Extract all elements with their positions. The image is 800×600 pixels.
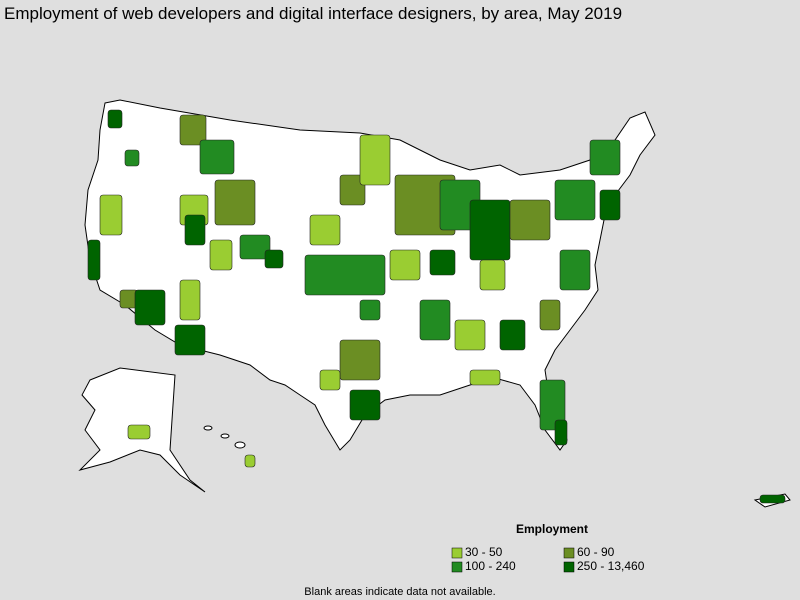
area: [339, 339, 381, 381]
area: [509, 199, 551, 241]
map-title: Employment of web developers and digital…: [4, 4, 622, 23]
legend-title: Employment: [516, 522, 588, 536]
area: [429, 249, 456, 276]
area: [589, 139, 621, 176]
legend-swatch: [563, 561, 575, 573]
legend: 30 - 50 60 - 90 100 - 240 250 - 13,460: [451, 545, 645, 573]
area: [209, 239, 233, 271]
area: [469, 199, 511, 261]
area: [599, 189, 621, 221]
area: [359, 134, 391, 186]
area: [539, 379, 566, 431]
legend-label: 60 - 90: [577, 545, 615, 559]
legend-swatch: [563, 547, 575, 559]
legend-label: 250 - 13,460: [577, 559, 645, 573]
area: [479, 259, 506, 291]
area: [349, 389, 381, 421]
area: [539, 299, 561, 331]
area: [319, 369, 341, 391]
area: [239, 234, 271, 260]
area: [454, 319, 486, 351]
area: [469, 369, 501, 386]
area: [174, 324, 206, 356]
area: [214, 179, 256, 226]
legend-swatch: [451, 561, 463, 573]
area: [759, 494, 786, 504]
area: [554, 179, 596, 221]
area: [264, 249, 284, 269]
area: [124, 149, 140, 167]
legend-swatch: [451, 547, 463, 559]
area: [309, 214, 341, 246]
area: [184, 214, 206, 246]
area: [179, 279, 201, 321]
area: [107, 109, 123, 129]
legend-label: 100 - 240: [465, 559, 516, 573]
area: [134, 289, 166, 326]
area: [559, 249, 591, 291]
area: [99, 194, 123, 236]
area: [179, 114, 207, 146]
area: [244, 454, 256, 468]
footnote: Blank areas indicate data not available.: [304, 586, 495, 598]
area: [389, 249, 421, 281]
area: [339, 174, 366, 206]
hawaii: [203, 425, 246, 449]
area: [419, 299, 451, 341]
area: [359, 299, 381, 321]
area: [199, 139, 235, 175]
area: [304, 254, 386, 296]
data-areas: [87, 109, 786, 504]
area: [499, 319, 526, 351]
legend-label: 30 - 50: [465, 545, 503, 559]
area: [554, 419, 568, 446]
area: [87, 239, 101, 281]
area: [127, 424, 151, 440]
